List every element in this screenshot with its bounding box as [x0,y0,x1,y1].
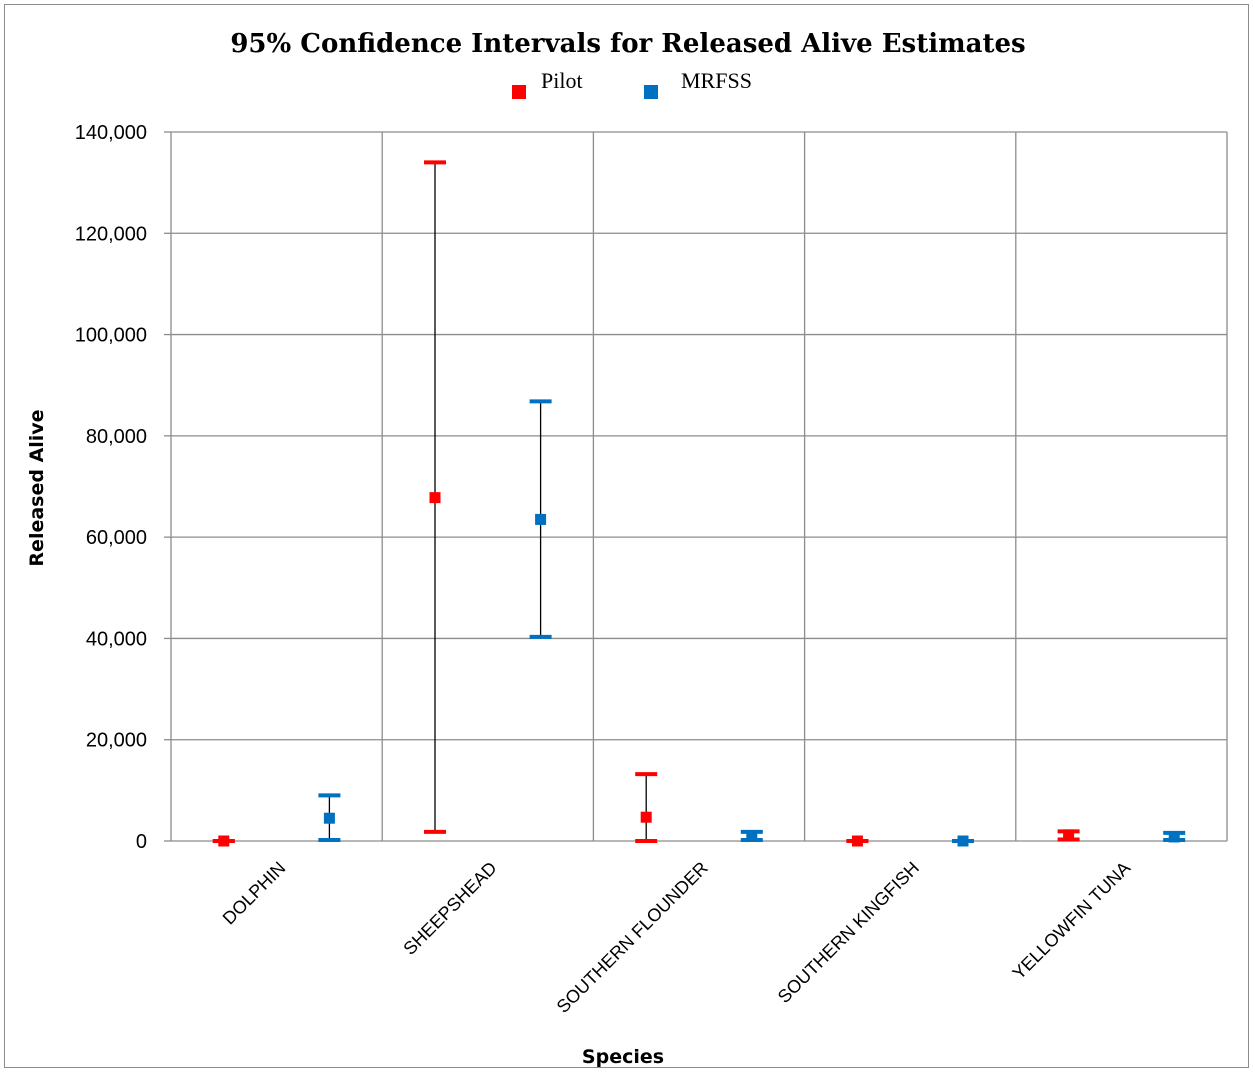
y-tick-label-7: 140,000 [75,122,147,144]
estimate-point-pilot-0 [218,835,230,847]
y-tick-label-0: 0 [136,831,147,853]
data-marks [212,160,1186,847]
category-label-0: DOLPHIN [219,858,290,929]
estimate-point-mrfss-1 [535,513,547,525]
y-tick-label-4: 80,000 [86,426,147,448]
legend: Pilot MRFSS [512,68,752,99]
legend-swatch-mrfss [644,85,658,99]
estimate-point-mrfss-3 [957,835,969,847]
category-label-4: YELLOWFIN TUNA [1009,858,1135,984]
estimate-point-mrfss-4 [1168,831,1180,843]
chart-frame [4,4,1249,1068]
y-tick-label-3: 60,000 [86,527,147,549]
legend-label-mrfss: MRFSS [681,68,752,93]
estimate-point-mrfss-0 [323,812,335,824]
y-tick-label-5: 100,000 [75,325,147,347]
estimate-point-pilot-4 [1063,829,1075,841]
x-axis-title: Species [582,1046,664,1068]
estimate-point-pilot-1 [429,492,441,504]
estimate-point-pilot-3 [851,835,863,847]
legend-label-pilot: Pilot [541,68,583,93]
y-tick-label-2: 40,000 [86,628,147,650]
chart-title: 95% Confidence Intervals for Released Al… [230,29,1025,59]
estimate-point-pilot-2 [640,811,652,823]
category-label-1: SHEEPSHEAD [399,858,500,959]
y-tick-label-6: 120,000 [75,223,147,245]
y-axis-ticks: 0 20,000 40,000 60,000 80,000 100,000 120,000 1… [75,122,171,853]
y-axis-title: Released Alive [26,409,48,566]
grid [170,131,1228,842]
y-tick-label-1: 20,000 [86,730,147,752]
legend-swatch-pilot [512,85,526,99]
category-label-2: SOUTHERN FLOUNDER [553,858,712,1017]
category-label-3: SOUTHERN KINGFISH [774,858,923,1007]
estimate-point-mrfss-2 [746,830,758,842]
x-axis-categories: DOLPHIN SHEEPSHEAD SOUTHERN FLOUNDER SOUTHE… [219,858,1135,1017]
